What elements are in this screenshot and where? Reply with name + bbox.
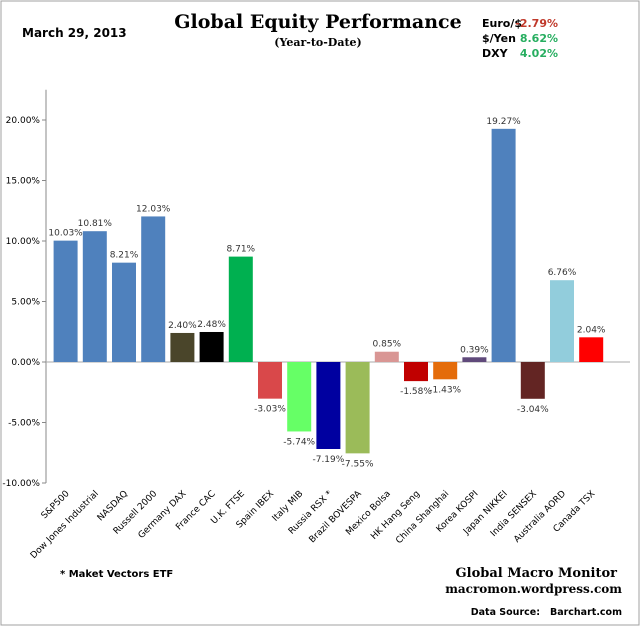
brand-label: Global Macro Monitor xyxy=(456,566,618,581)
bar xyxy=(141,216,166,362)
fx-label: $/Yen xyxy=(482,32,516,45)
y-tick-label: -5.00% xyxy=(8,419,40,429)
bar xyxy=(170,332,195,362)
value-label: 8.71% xyxy=(227,245,256,255)
bar xyxy=(228,256,253,362)
bar xyxy=(199,331,224,362)
bar xyxy=(316,362,341,449)
fx-value: -2.79% xyxy=(515,17,558,30)
fx-label: Euro/$ xyxy=(482,17,522,30)
value-label: 8.21% xyxy=(110,251,139,261)
y-tick-label: -10.00% xyxy=(2,479,40,489)
value-label: -3.04% xyxy=(517,405,549,415)
value-label: -1.58% xyxy=(400,387,432,397)
fx-legend: Euro/$-2.79% $/Yen 8.62% DXY 4.02% xyxy=(482,17,558,60)
value-label: 0.85% xyxy=(373,340,402,350)
source-label: Data Source: xyxy=(471,607,540,618)
bar xyxy=(579,337,604,362)
bar xyxy=(112,262,136,362)
bar xyxy=(53,240,78,362)
bar xyxy=(258,362,282,399)
chart-title: Global Equity Performance xyxy=(174,11,461,33)
value-label: -7.19% xyxy=(312,455,344,465)
bar xyxy=(520,362,545,399)
value-label: -3.03% xyxy=(254,405,286,415)
bar xyxy=(433,362,458,380)
y-tick-label: 15.00% xyxy=(6,177,41,187)
footnote: * Maket Vectors ETF xyxy=(60,569,173,580)
value-label: 6.76% xyxy=(548,268,577,278)
bar xyxy=(82,231,107,362)
bar xyxy=(287,362,312,432)
value-label: 2.40% xyxy=(168,321,197,331)
bar xyxy=(550,280,574,362)
bar xyxy=(404,362,428,382)
value-label: 12.03% xyxy=(136,204,171,214)
value-label: 10.03% xyxy=(48,229,83,239)
value-label: 10.81% xyxy=(78,219,113,229)
y-tick-label: 10.00% xyxy=(6,237,41,247)
bar xyxy=(462,357,487,362)
value-label: -1.43% xyxy=(429,385,461,395)
value-label: 2.48% xyxy=(197,320,226,330)
fx-value: 8.62% xyxy=(520,32,558,45)
value-label: 0.39% xyxy=(460,345,489,355)
bar xyxy=(345,362,370,454)
value-label: -5.74% xyxy=(283,437,315,447)
bar xyxy=(491,128,516,362)
source-value: Barchart.com xyxy=(550,607,622,618)
y-tick-label: 5.00% xyxy=(11,298,40,308)
chart-subtitle: (Year-to-Date) xyxy=(274,36,362,49)
y-tick-label: 20.00% xyxy=(6,116,41,126)
fx-label: DXY xyxy=(482,47,509,60)
fx-value: 4.02% xyxy=(520,47,558,60)
y-tick-label: 0.00% xyxy=(11,358,40,368)
date-label: March 29, 2013 xyxy=(22,26,127,40)
value-label: 19.27% xyxy=(486,117,521,127)
bar xyxy=(374,351,399,362)
value-label: -7.55% xyxy=(342,459,374,469)
value-label: 2.04% xyxy=(577,325,606,335)
site-label: macromon.wordpress.com xyxy=(445,582,622,596)
